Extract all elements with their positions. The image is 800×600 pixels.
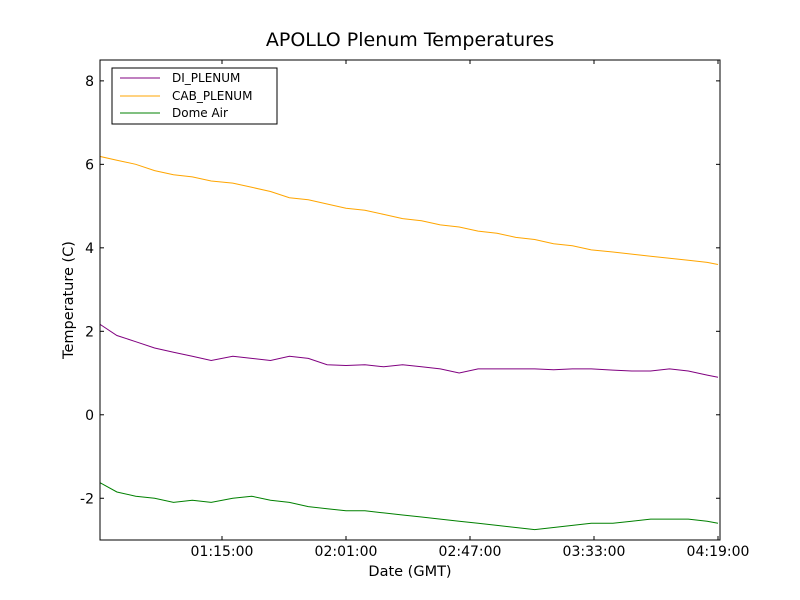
y-tick-label: -2: [80, 491, 94, 507]
legend: DI_PLENUM CAB_PLENUM Dome Air: [111, 67, 278, 125]
y-axis-label: Temperature (C): [61, 241, 77, 360]
plot-area-frame: [99, 59, 721, 541]
x-tick-label: 02:01:00: [315, 544, 378, 560]
x-tick-label: 03:33:00: [563, 544, 626, 560]
x-tick-label: 01:15:00: [191, 544, 254, 560]
series-line-di-plenum: [100, 323, 719, 378]
legend-label-dome-air: Dome Air: [172, 106, 228, 120]
y-tick-label: 2: [85, 324, 94, 340]
x-tick-label: 04:19:00: [687, 544, 750, 560]
series-line-cab-plenum: [100, 155, 719, 265]
chart-title: APOLLO Plenum Temperatures: [266, 29, 554, 51]
y-tick-label: 8: [85, 74, 94, 90]
legend-label-di-plenum: DI_PLENUM: [172, 71, 240, 85]
series-line-dome-air: [100, 482, 719, 531]
y-tick-label: 0: [85, 408, 94, 424]
x-tick-label: 02:47:00: [439, 544, 502, 560]
y-tick-label: 6: [85, 157, 94, 173]
x-axis-label: Date (GMT): [368, 564, 451, 580]
y-tick-label: 4: [85, 241, 94, 257]
legend-label-cab-plenum: CAB_PLENUM: [172, 89, 252, 103]
